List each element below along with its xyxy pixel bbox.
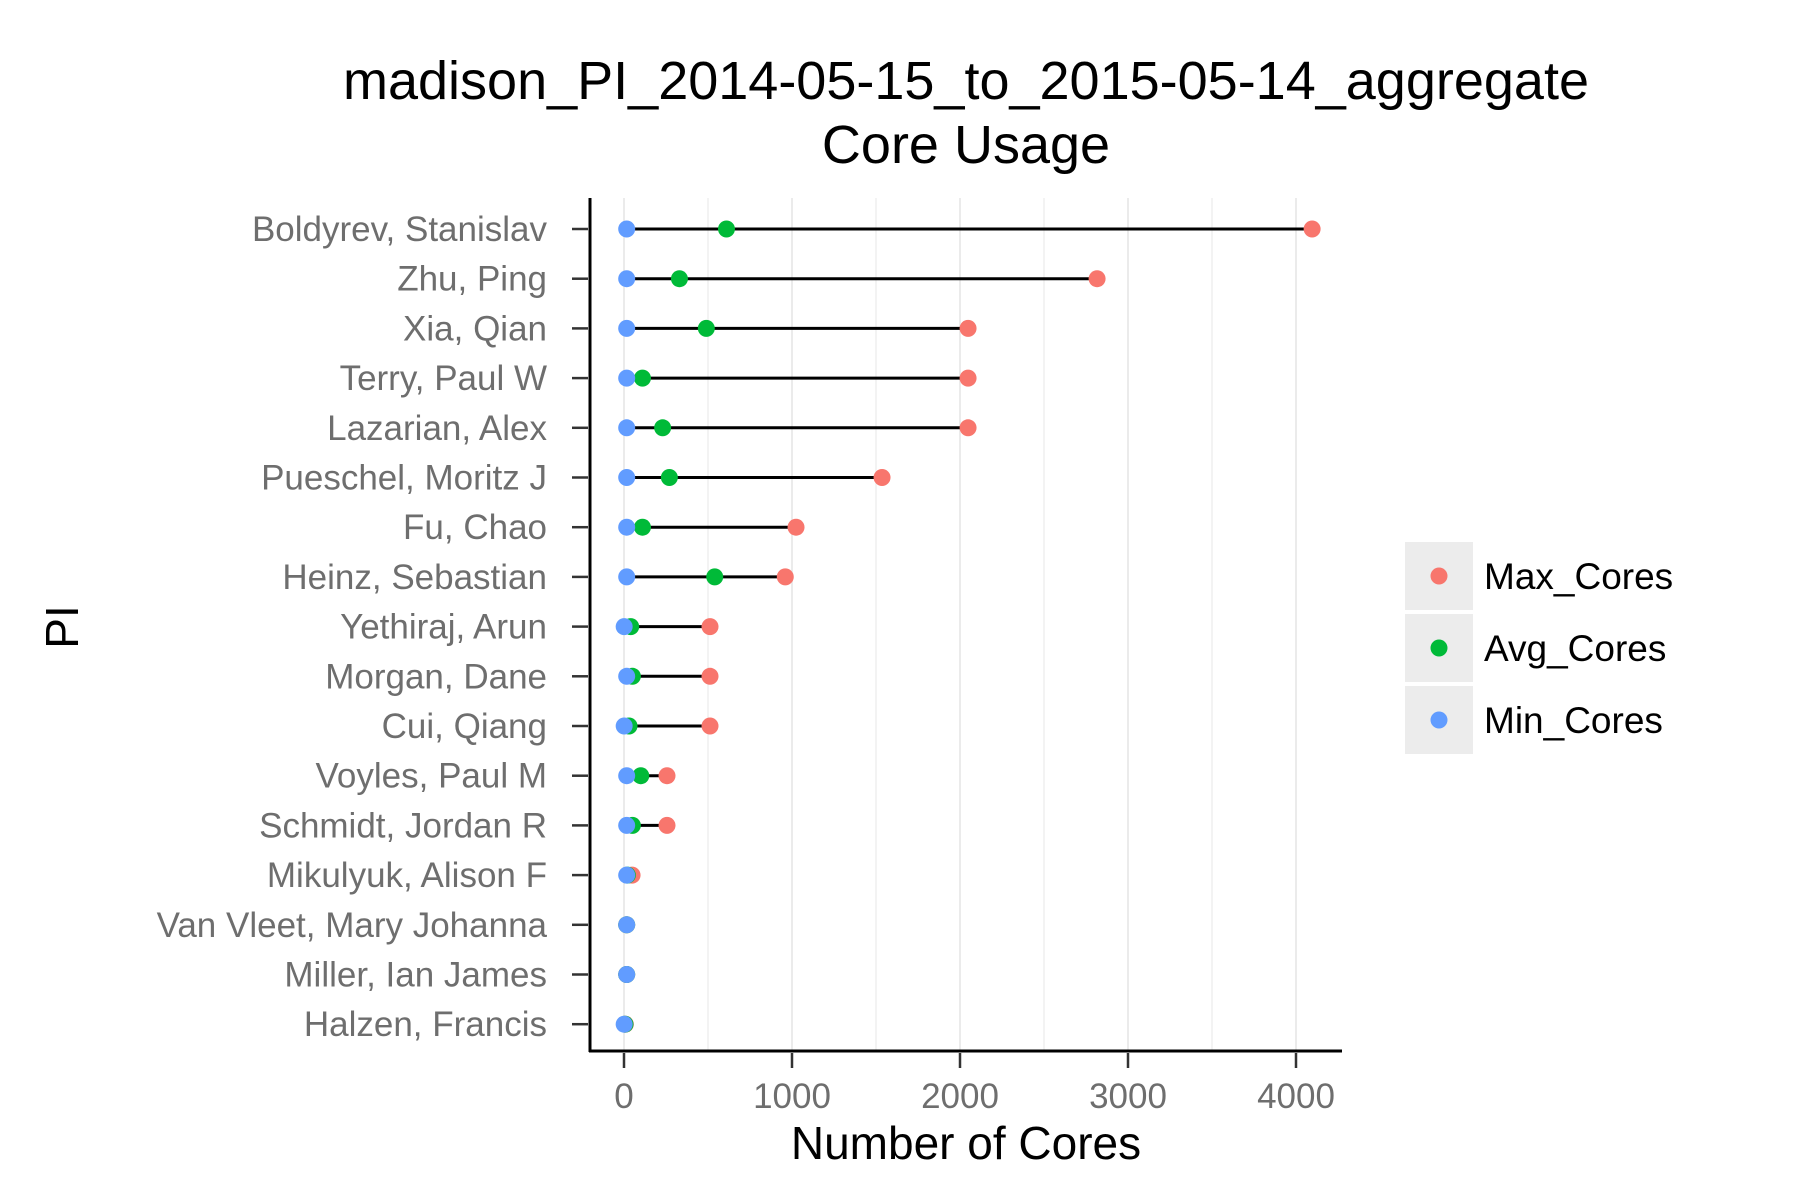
max-cores-point [1088, 270, 1106, 288]
legend-label-max-cores: Max_Cores [1484, 556, 1673, 597]
max-cores-point [701, 667, 719, 685]
avg-cores-point [706, 568, 724, 586]
max-cores-point [658, 816, 676, 834]
min-cores-point [615, 717, 633, 735]
avg-cores-point [633, 518, 651, 536]
avg-cores-point [654, 419, 672, 437]
min-cores-point [618, 419, 636, 437]
y-axis-ticks: Boldyrev, Stanislav Zhu, Ping Xia, Qian Ter… [157, 210, 588, 1044]
min-cores-point [618, 667, 636, 685]
y-tick-label: Pueschel, Moritz J [261, 459, 547, 498]
chart-subtitle: Core Usage [822, 115, 1110, 175]
max-cores-point [873, 469, 891, 486]
min-cores-point [618, 319, 636, 337]
y-tick-label: Van Vleet, Mary Johanna [157, 906, 548, 945]
avg-cores-point [632, 767, 650, 785]
y-tick-label: Heinz, Sebastian [282, 558, 547, 597]
min-cores-point [618, 568, 636, 586]
y-tick-label: Fu, Chao [403, 508, 547, 547]
x-tick-label: 3000 [1089, 1077, 1167, 1116]
min-cores-point [615, 618, 633, 636]
min-cores-point [618, 469, 636, 486]
legend: Max_Cores Avg_Cores Min_Cores [1405, 542, 1673, 754]
y-tick-label: Halzen, Francis [304, 1005, 547, 1044]
max-cores-point [701, 618, 719, 636]
data-points [615, 220, 1321, 1033]
min-cores-point [615, 1015, 633, 1033]
avg-cores-point [670, 270, 688, 288]
y-tick-label: Lazarian, Alex [327, 409, 547, 448]
chart-title: madison_PI_2014-05-15_to_2015-05-14_aggr… [343, 51, 1589, 111]
min-cores-point [618, 866, 636, 884]
min-cores-point [618, 270, 636, 288]
legend-label-min-cores: Min_Cores [1484, 700, 1663, 741]
min-cores-point [618, 518, 636, 536]
x-tick-label: 2000 [921, 1077, 999, 1116]
max-cores-point [959, 369, 977, 387]
avg-cores-point [717, 220, 735, 238]
x-tick-label: 0 [614, 1077, 633, 1116]
y-tick-label: Schmidt, Jordan R [259, 806, 547, 845]
max-cores-point [959, 419, 977, 437]
min-cores-point [618, 816, 636, 834]
x-axis-ticks: 0 1000 2000 3000 4000 [614, 1053, 1335, 1116]
x-axis-title: Number of Cores [791, 1117, 1141, 1169]
y-tick-label: Morgan, Dane [325, 657, 547, 696]
y-tick-label: Boldyrev, Stanislav [252, 210, 548, 249]
y-tick-label: Mikulyuk, Alison F [267, 856, 547, 895]
min-cores-point [618, 767, 636, 785]
y-tick-label: Cui, Qiang [382, 707, 547, 746]
min-cores-point [618, 966, 636, 983]
y-tick-label: Xia, Qian [403, 309, 547, 348]
y-axis-title: PI [36, 605, 88, 648]
max-cores-point [701, 717, 719, 735]
y-tick-label: Terry, Paul W [340, 359, 547, 398]
max-cores-point [776, 568, 794, 586]
max-cores-point [959, 319, 977, 337]
min-cores-point [618, 220, 636, 238]
x-tick-label: 4000 [1257, 1077, 1335, 1116]
max-cores-point [658, 767, 676, 785]
legend-marker-max-cores [1430, 567, 1448, 585]
y-tick-label: Miller, Ian James [284, 956, 547, 995]
legend-marker-avg-cores [1430, 639, 1448, 657]
y-tick-label: Yethiraj, Arun [340, 608, 547, 647]
x-tick-label: 1000 [753, 1077, 831, 1116]
max-cores-point [1303, 220, 1321, 238]
range-segments [624, 227, 1313, 1026]
max-cores-point [787, 518, 805, 536]
min-cores-point [618, 369, 636, 387]
y-tick-label: Voyles, Paul M [316, 757, 548, 796]
legend-marker-min-cores [1430, 711, 1448, 729]
gridlines [623, 198, 1297, 1050]
min-cores-point [618, 916, 636, 934]
avg-cores-point [633, 369, 651, 387]
legend-label-avg-cores: Avg_Cores [1484, 628, 1666, 669]
avg-cores-point [697, 319, 715, 337]
avg-cores-point [660, 469, 678, 486]
y-tick-label: Zhu, Ping [397, 260, 547, 299]
